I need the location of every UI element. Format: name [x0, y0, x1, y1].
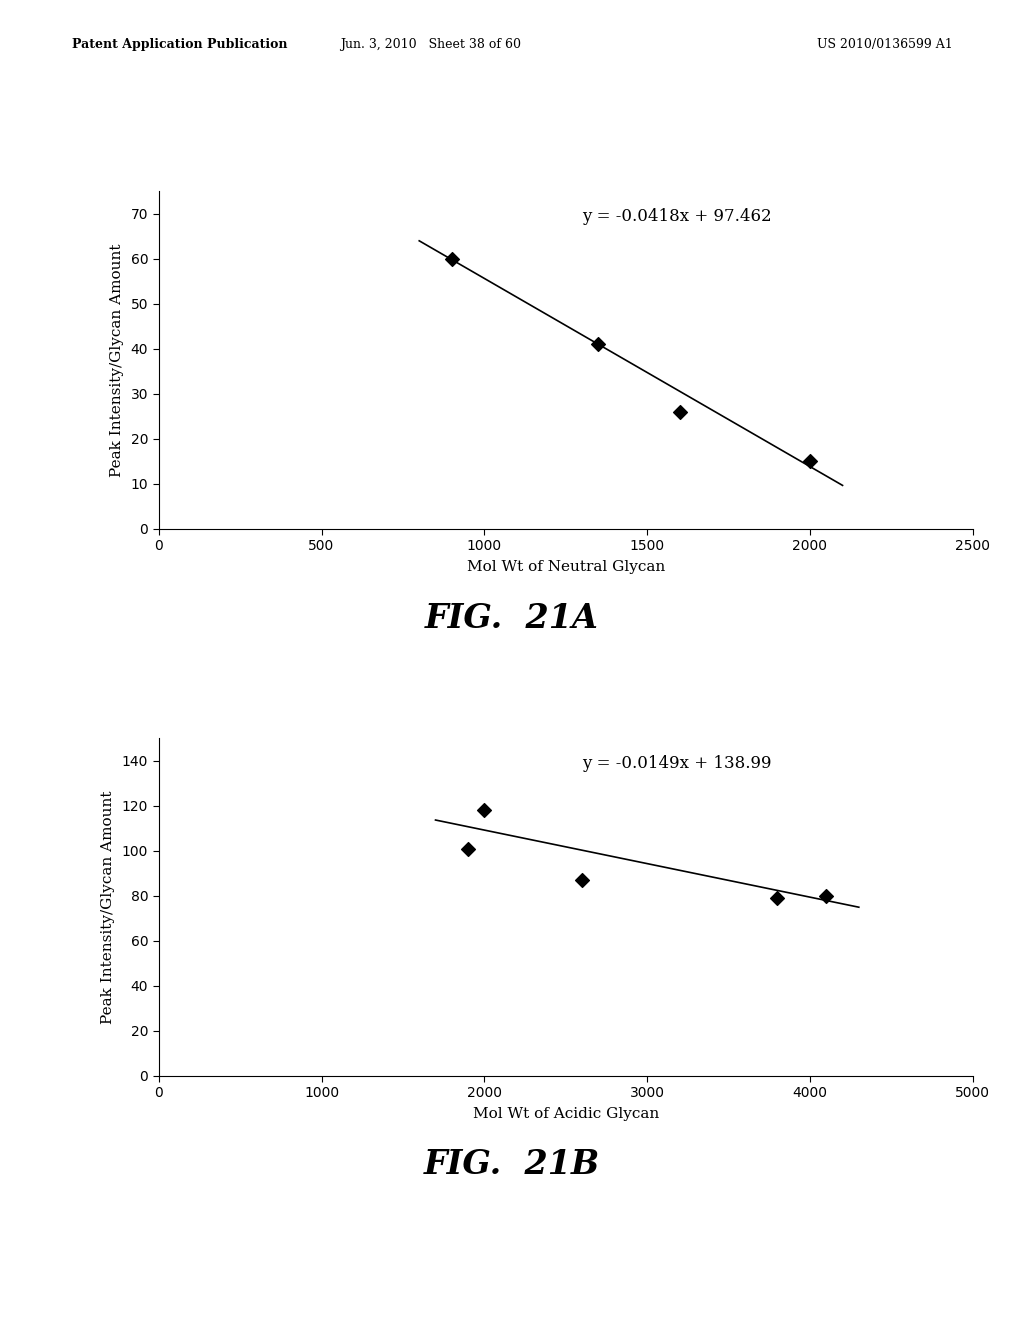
Point: [802, 451, 818, 473]
Y-axis label: Peak Intensity/Glycan Amount: Peak Intensity/Glycan Amount: [110, 243, 124, 477]
Point: [672, 401, 688, 422]
Point: [818, 886, 835, 907]
Text: Patent Application Publication: Patent Application Publication: [72, 38, 287, 51]
Text: FIG.  21B: FIG. 21B: [424, 1148, 600, 1181]
Point: [590, 334, 606, 355]
Point: [476, 800, 493, 821]
Text: US 2010/0136599 A1: US 2010/0136599 A1: [816, 38, 952, 51]
Text: Jun. 3, 2010   Sheet 38 of 60: Jun. 3, 2010 Sheet 38 of 60: [340, 38, 520, 51]
X-axis label: Mol Wt of Acidic Glycan: Mol Wt of Acidic Glycan: [473, 1107, 658, 1121]
Text: FIG.  21A: FIG. 21A: [425, 602, 599, 635]
Point: [769, 887, 785, 908]
Y-axis label: Peak Intensity/Glycan Amount: Peak Intensity/Glycan Amount: [101, 791, 115, 1024]
Point: [460, 838, 476, 859]
X-axis label: Mol Wt of Neutral Glycan: Mol Wt of Neutral Glycan: [467, 560, 665, 574]
Text: y = -0.0418x + 97.462: y = -0.0418x + 97.462: [582, 209, 772, 226]
Point: [443, 248, 460, 269]
Text: y = -0.0149x + 138.99: y = -0.0149x + 138.99: [582, 755, 771, 772]
Point: [573, 870, 590, 891]
